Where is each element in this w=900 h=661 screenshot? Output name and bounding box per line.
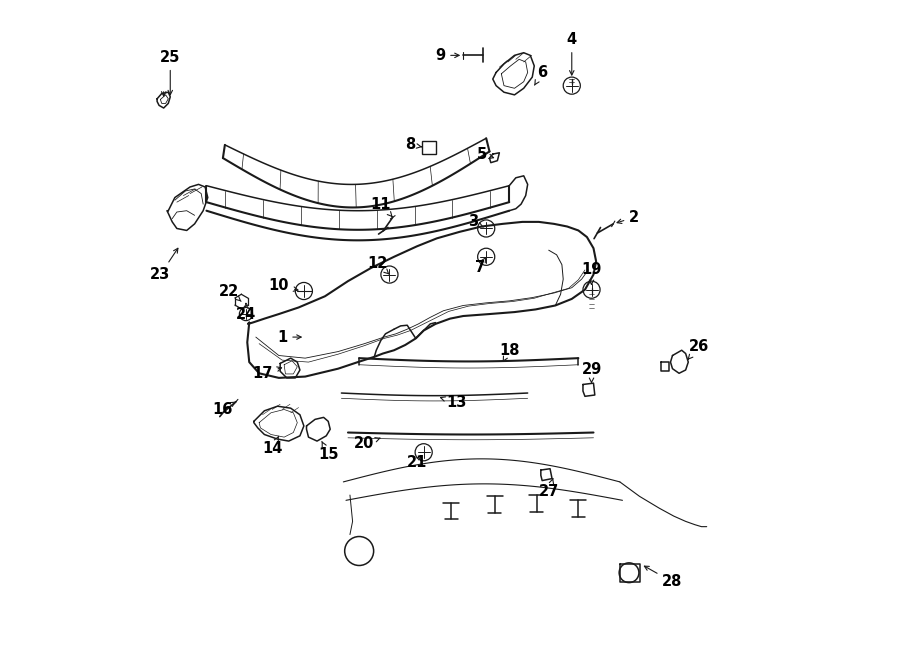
Text: 11: 11	[371, 196, 392, 217]
Text: 26: 26	[688, 340, 709, 360]
Text: 21: 21	[407, 455, 428, 470]
Text: 14: 14	[262, 436, 283, 457]
Text: 13: 13	[440, 395, 467, 410]
Text: 4: 4	[567, 32, 577, 75]
Text: 24: 24	[236, 303, 256, 321]
Text: 25: 25	[160, 50, 180, 95]
Text: 6: 6	[535, 65, 547, 85]
Text: 15: 15	[318, 442, 338, 462]
Text: 10: 10	[268, 278, 298, 293]
Text: 3: 3	[468, 214, 483, 229]
Bar	[422, 141, 436, 154]
Text: 12: 12	[367, 256, 389, 274]
Text: 27: 27	[538, 479, 559, 499]
Text: 7: 7	[474, 258, 486, 276]
Text: 20: 20	[355, 436, 380, 451]
Text: 22: 22	[220, 284, 241, 301]
Text: 29: 29	[581, 362, 601, 383]
Text: 19: 19	[581, 262, 602, 284]
Text: 18: 18	[499, 343, 519, 361]
Text: 2: 2	[617, 210, 639, 225]
Text: 28: 28	[644, 566, 683, 590]
Text: 1: 1	[277, 330, 302, 344]
Text: 23: 23	[150, 249, 178, 282]
Text: 8: 8	[405, 137, 421, 153]
Text: 17: 17	[252, 366, 282, 381]
Text: 16: 16	[212, 402, 236, 417]
Text: 5: 5	[476, 147, 493, 161]
Text: 9: 9	[435, 48, 459, 63]
